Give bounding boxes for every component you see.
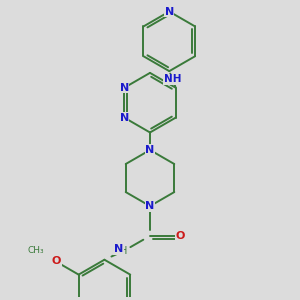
Text: N: N: [120, 83, 129, 93]
Text: N: N: [146, 145, 154, 155]
Text: H: H: [120, 246, 127, 256]
Text: NH: NH: [164, 74, 181, 85]
Text: N: N: [120, 112, 129, 123]
Text: N: N: [165, 7, 174, 16]
Text: O: O: [175, 231, 184, 241]
Text: N: N: [146, 201, 154, 211]
Text: O: O: [51, 256, 61, 266]
Text: CH₃: CH₃: [28, 246, 44, 255]
Text: N: N: [114, 244, 123, 254]
